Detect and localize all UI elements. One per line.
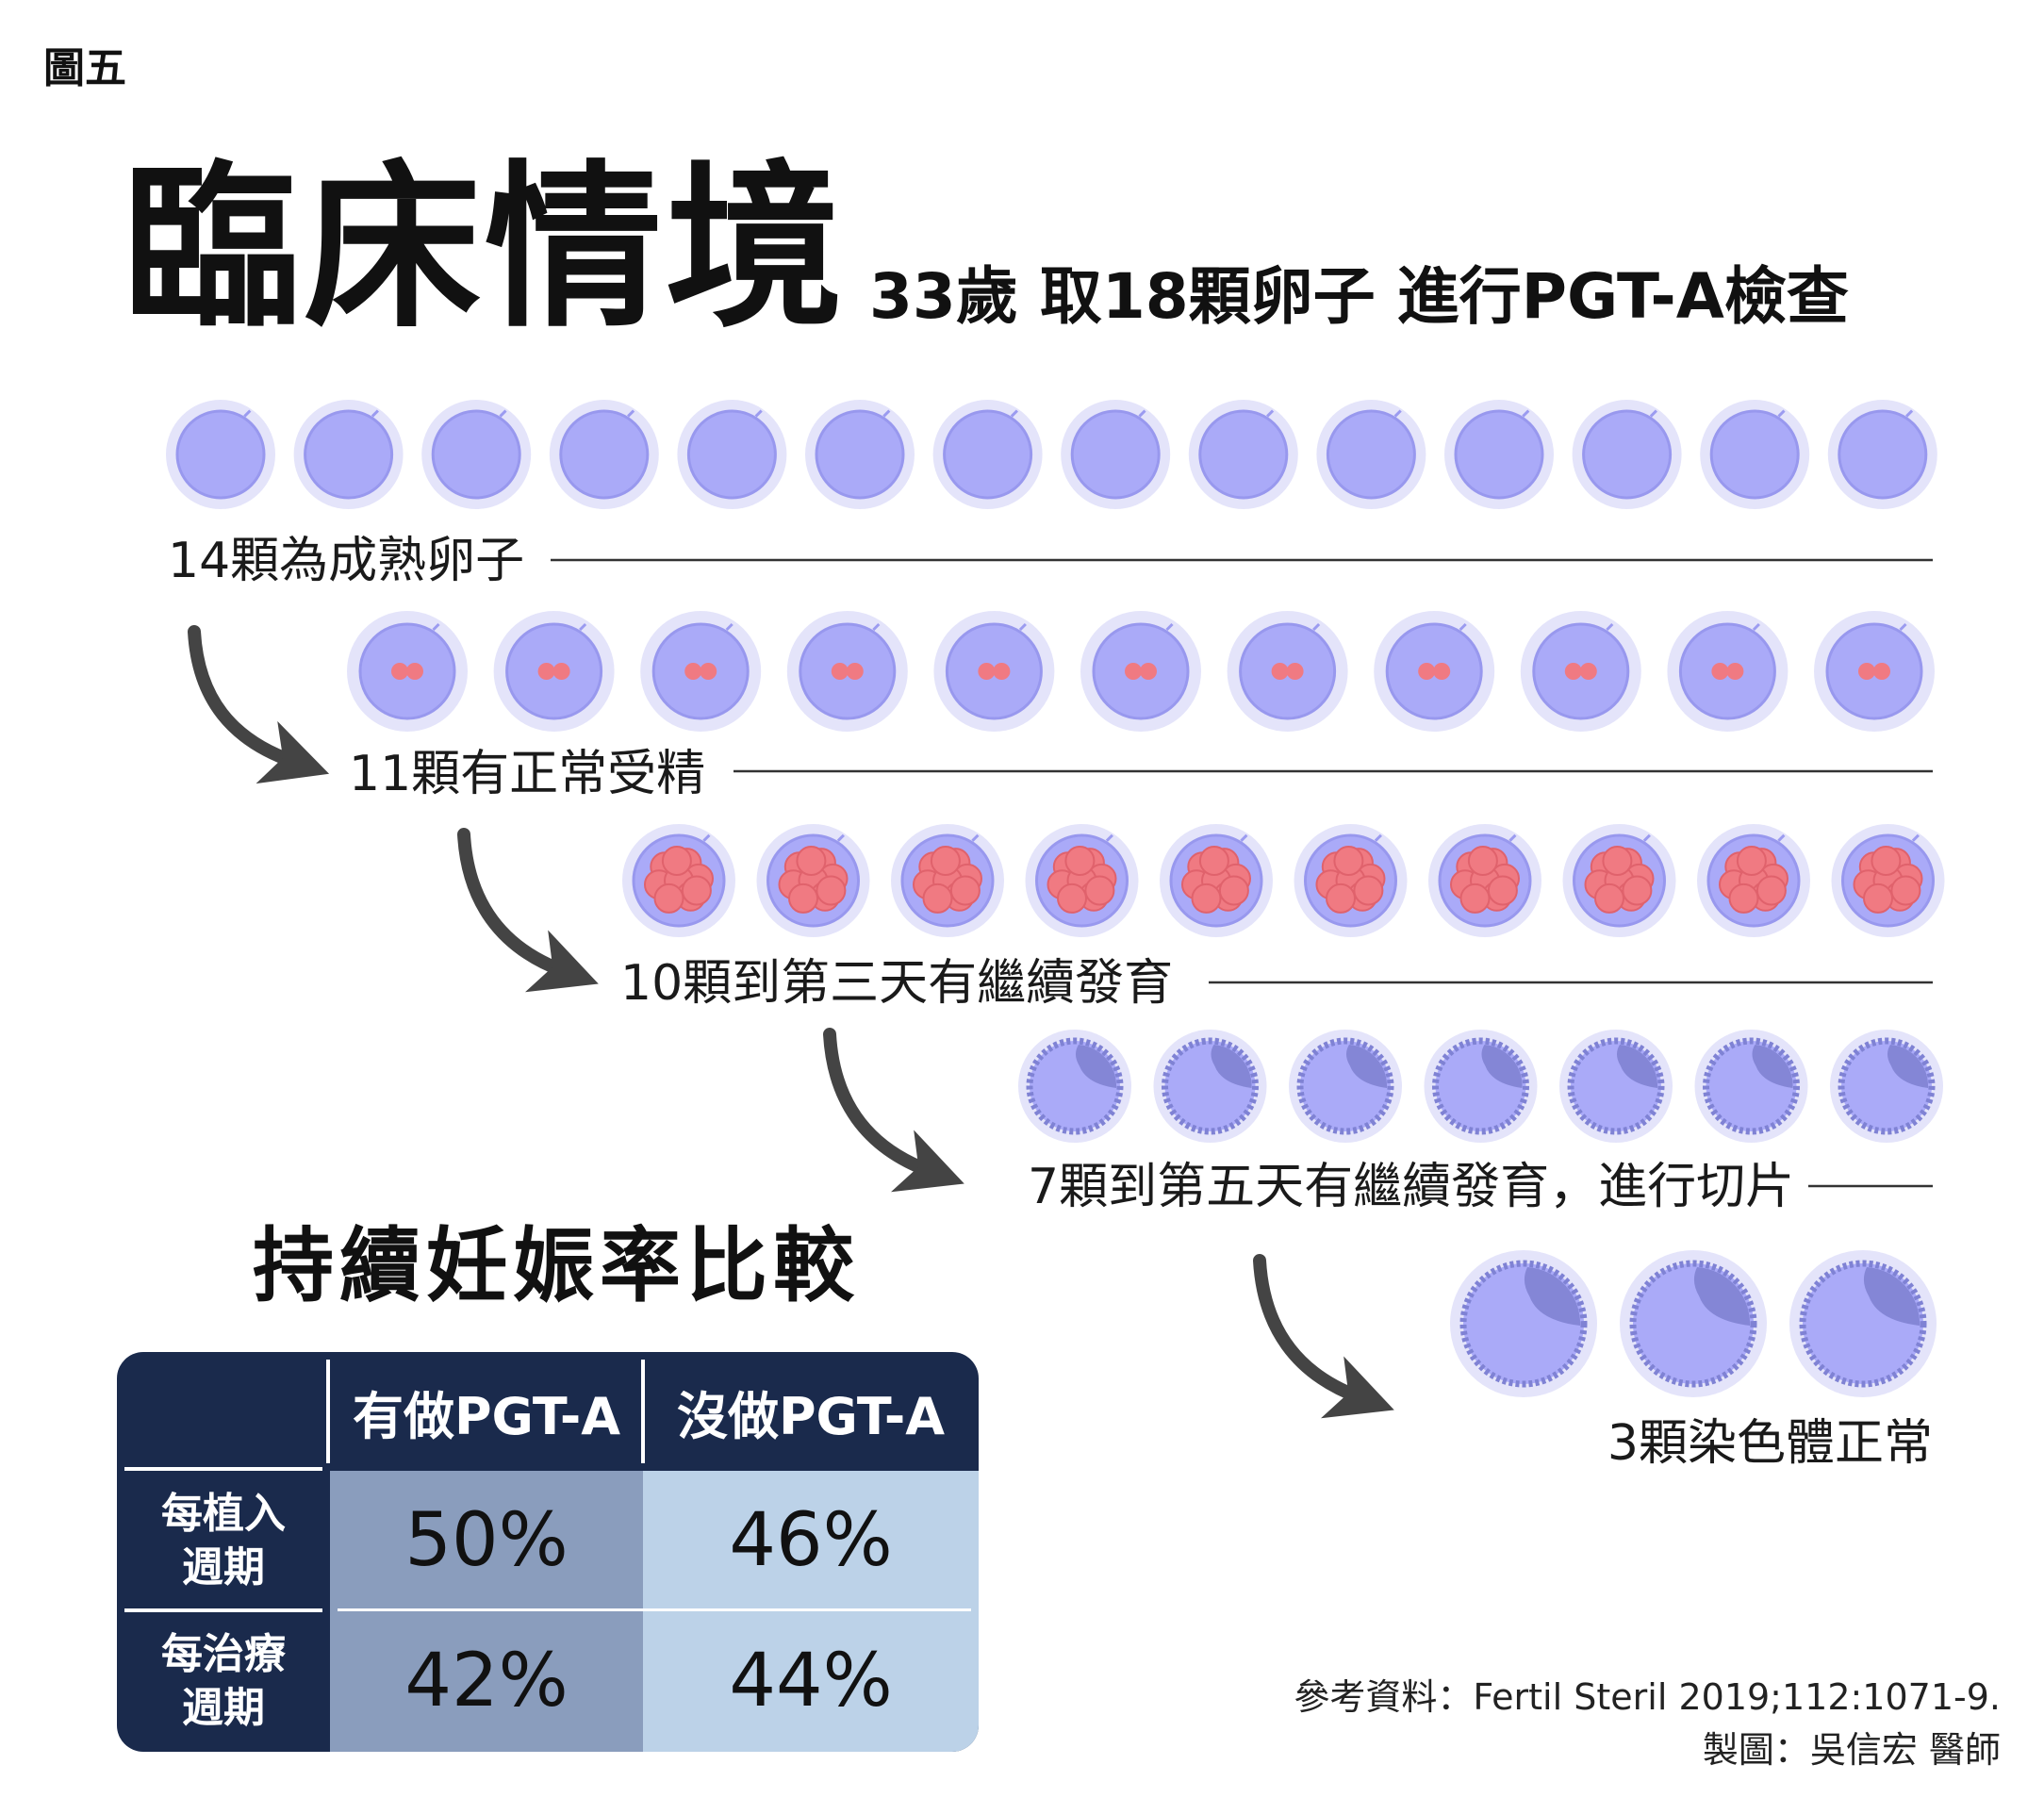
- day3-embryo-icon: [1294, 824, 1408, 937]
- day3-embryo-icon: [1697, 824, 1810, 937]
- day3-embryo-icon: [891, 824, 1004, 937]
- fertilized-egg-icon: [786, 611, 908, 732]
- blastocyst-icon: [1424, 1030, 1538, 1143]
- fertilized-egg-icon: [1227, 611, 1348, 732]
- table-divider: [326, 1360, 330, 1463]
- day3-embryo-icon: [1831, 824, 1945, 937]
- col-header-without-pgta: 沒做PGT-A: [676, 1386, 946, 1446]
- stage-label-5: 3顆染色體正常: [1607, 1415, 1933, 1472]
- fertilized-egg-icon: [640, 611, 762, 732]
- table-cell: 46%: [643, 1471, 979, 1610]
- stage-day5: [1018, 1030, 1943, 1143]
- blastocyst-icon: [1830, 1030, 1943, 1143]
- stage-label-1: 14顆為成熟卵子: [168, 533, 524, 589]
- row-header-per-cycle: 每治療 週期: [161, 1629, 286, 1732]
- mature-egg-icon: [293, 400, 404, 509]
- stage-label-2: 11顆有正常受精: [349, 746, 705, 802]
- figure-label: 圖五: [43, 44, 126, 92]
- table-divider: [124, 1467, 322, 1471]
- stage-day3: [622, 824, 1945, 937]
- blastocyst-icon: [1694, 1030, 1808, 1143]
- flow-arrow-4: [1253, 1254, 1394, 1419]
- euploid-blastocyst-icon: [1620, 1250, 1767, 1397]
- table-cell: 42%: [330, 1610, 643, 1752]
- mature-egg-icon: [1444, 400, 1554, 509]
- table-divider: [641, 1360, 645, 1463]
- fertilized-egg-icon: [1080, 611, 1201, 732]
- mature-egg-icon: [932, 400, 1043, 509]
- fertilized-egg-icon: [1814, 611, 1935, 732]
- flow-arrow-2: [457, 828, 599, 993]
- mature-egg-icon: [677, 400, 787, 509]
- row-header-per-transfer: 每植入 週期: [161, 1489, 286, 1591]
- blastocyst-icon: [1289, 1030, 1402, 1143]
- mature-egg-icon: [1827, 400, 1937, 509]
- table-divider: [338, 1608, 971, 1611]
- stage-euploid: [1450, 1250, 1937, 1397]
- reference-text: 參考資料：Fertil Steril 2019;112:1071-9.: [1294, 1676, 2001, 1718]
- flow-arrow-1: [188, 625, 330, 784]
- stage-mature-eggs: [166, 400, 1937, 509]
- euploid-blastocyst-icon: [1789, 1250, 1937, 1397]
- main-title: 臨床情境: [123, 145, 847, 352]
- comparison-title: 持續妊娠率比較: [253, 1219, 860, 1313]
- stage-fertilized: [347, 611, 1935, 732]
- table-cell: 44%: [643, 1610, 979, 1752]
- mature-egg-icon: [1316, 400, 1426, 509]
- fertilized-egg-icon: [1667, 611, 1788, 732]
- table-divider: [124, 1608, 322, 1612]
- day3-embryo-icon: [1160, 824, 1273, 937]
- mature-egg-icon: [1700, 400, 1810, 509]
- col-header-with-pgta: 有做PGT-A: [352, 1386, 621, 1446]
- day3-embryo-icon: [1428, 824, 1541, 937]
- fertilized-egg-icon: [347, 611, 468, 732]
- mature-egg-icon: [1572, 400, 1682, 509]
- mature-egg-icon: [1061, 400, 1171, 509]
- comparison-table: 有做PGT-A 沒做PGT-A 每植入 週期 50% 46% 每治療 週期 42% …: [117, 1352, 979, 1752]
- blastocyst-icon: [1018, 1030, 1131, 1143]
- day3-embryo-icon: [756, 824, 870, 937]
- day3-embryo-icon: [1562, 824, 1676, 937]
- mature-egg-icon: [1188, 400, 1298, 509]
- day3-embryo-icon: [622, 824, 735, 937]
- fertilized-egg-icon: [1520, 611, 1641, 732]
- mature-egg-icon: [421, 400, 532, 509]
- fertilized-egg-icon: [493, 611, 615, 732]
- subtitle: 33歲 取18顆卵子 進行PGT-A檢查: [869, 260, 1849, 333]
- mature-egg-icon: [805, 400, 915, 509]
- mature-egg-icon: [549, 400, 659, 509]
- stage-label-3: 10顆到第三天有繼續發育: [620, 955, 1173, 1012]
- blastocyst-icon: [1153, 1030, 1267, 1143]
- day3-embryo-icon: [1025, 824, 1139, 937]
- stage-label-4: 7顆到第五天有繼續發育，進行切片: [1028, 1159, 1794, 1215]
- references: 參考資料：Fertil Steril 2019;112:1071-9. 製圖：吳…: [1294, 1671, 2001, 1776]
- table-cell: 50%: [330, 1471, 643, 1610]
- credit-text: 製圖：吳信宏 醫師: [1702, 1729, 2001, 1771]
- fertilized-egg-icon: [1374, 611, 1495, 732]
- euploid-blastocyst-icon: [1450, 1250, 1597, 1397]
- flow-arrow-3: [823, 1028, 964, 1193]
- blastocyst-icon: [1559, 1030, 1673, 1143]
- fertilized-egg-icon: [933, 611, 1055, 732]
- mature-egg-icon: [166, 400, 275, 509]
